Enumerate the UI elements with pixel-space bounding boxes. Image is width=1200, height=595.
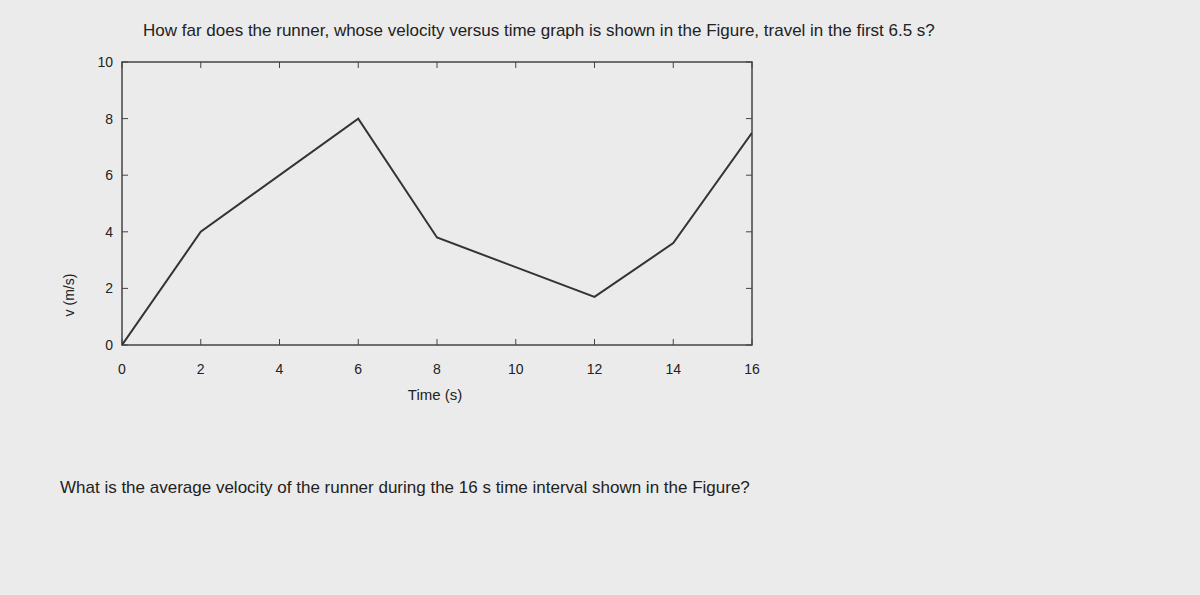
chart: How far does the runner, whose velocity … (0, 0, 1200, 595)
y-tick (122, 231, 128, 232)
plot-area (122, 119, 752, 345)
y-tick (746, 118, 752, 119)
x-tick (673, 339, 674, 345)
x-tick (437, 339, 438, 345)
x-tick (515, 62, 516, 68)
y-tick (746, 62, 752, 63)
y-tick-label: 8 (105, 111, 113, 127)
y-tick-label: 2 (105, 280, 113, 296)
title: How far does the runner, whose velocity … (143, 21, 935, 40)
x-tick-label: 2 (197, 361, 205, 377)
x-tick (122, 62, 123, 68)
y-tick-label: 0 (105, 337, 113, 353)
x-tick (358, 339, 359, 345)
x-tick (673, 62, 674, 68)
x-tick-label: 8 (433, 361, 441, 377)
x-tick-label: 10 (508, 361, 524, 377)
y-tick-label: 4 (105, 224, 113, 240)
y-tick (746, 175, 752, 176)
y-tick (746, 231, 752, 232)
x-tick (594, 339, 595, 345)
x-tick (279, 62, 280, 68)
y-tick-label: 6 (105, 167, 113, 183)
x-tick (279, 339, 280, 345)
x-tick (358, 62, 359, 68)
annotation: What is the average velocity of the runn… (60, 478, 750, 497)
y-tick-label: 10 (97, 54, 113, 70)
y-tick (746, 288, 752, 289)
x-tick (200, 62, 201, 68)
x-axis-label: Time (s) (408, 386, 462, 403)
y-tick (746, 345, 752, 346)
y-axis-label: v (m/s) (61, 274, 77, 317)
y-tick (122, 62, 128, 63)
y-tick (122, 288, 128, 289)
x-tick-label: 6 (354, 361, 362, 377)
x-tick (594, 62, 595, 68)
velocity-line (122, 119, 752, 345)
x-tick (437, 62, 438, 68)
x-tick-label: 4 (276, 361, 284, 377)
x-tick-label: 14 (665, 361, 681, 377)
x-tick-label: 12 (587, 361, 603, 377)
plot-frame (122, 62, 752, 345)
y-tick (122, 118, 128, 119)
x-tick (200, 339, 201, 345)
x-tick-label: 16 (744, 361, 760, 377)
x-tick (752, 62, 753, 68)
y-tick (122, 175, 128, 176)
x-tick (515, 339, 516, 345)
x-tick (752, 339, 753, 345)
x-tick-label: 0 (118, 361, 126, 377)
